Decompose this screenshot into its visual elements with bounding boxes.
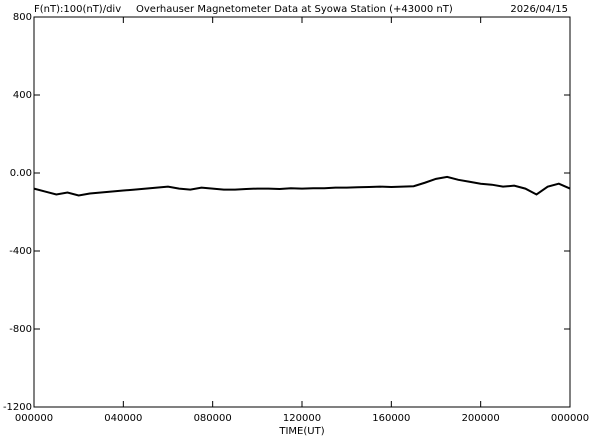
x-tick-label: 080000 — [194, 413, 232, 424]
chart-title: Overhauser Magnetometer Data at Syowa St… — [136, 4, 453, 15]
scale-label: F(nT):100(nT)/div — [34, 4, 121, 15]
y-tick-label: 800 — [13, 12, 32, 23]
x-tick-label: 120000 — [283, 413, 321, 424]
x-axis-label: TIME(UT) — [278, 426, 324, 437]
x-tick-label: 040000 — [104, 413, 142, 424]
y-tick-label: -1200 — [3, 402, 32, 413]
y-tick-label: 0.00 — [10, 168, 32, 179]
x-tick-label: 200000 — [462, 413, 500, 424]
x-tick-label: 160000 — [372, 413, 410, 424]
x-tick-label: 000000 — [15, 413, 53, 424]
y-tick-label: -800 — [9, 324, 32, 335]
y-tick-label: -400 — [9, 246, 32, 257]
x-tick-label: 000000 — [551, 413, 589, 424]
date: 2026/04/15 — [510, 4, 568, 15]
data-line — [33, 175, 571, 197]
y-tick-label: 400 — [13, 90, 32, 101]
